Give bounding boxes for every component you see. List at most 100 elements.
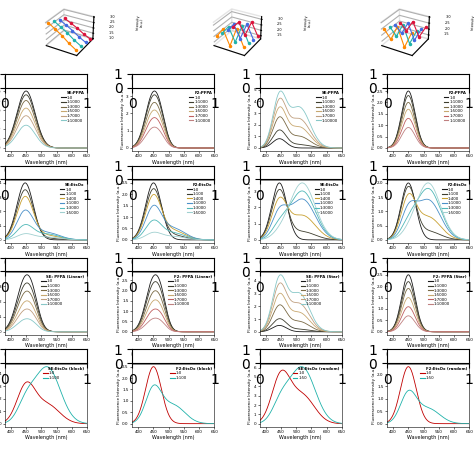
1:10000 [433, 329, 438, 335]
1:0 [197, 145, 202, 151]
1:10000 [451, 145, 457, 151]
1:1000 [301, 327, 306, 332]
1:3000 [197, 145, 202, 151]
Line: 1:5000: 1:5000 [258, 293, 342, 332]
1:400 [339, 237, 345, 243]
1:0 [295, 386, 301, 392]
1:7000 [278, 95, 283, 101]
Legend: SE:EtsOx (block), 1:0, 1:100: SE:EtsOx (block), 1:0, 1:100 [43, 366, 85, 380]
Line: 1:10000: 1:10000 [131, 127, 214, 148]
1:3000 [383, 329, 388, 335]
1:0 [305, 329, 311, 335]
1:5000 [324, 328, 330, 334]
1:7000 [0, 328, 6, 334]
1:3000 [305, 193, 311, 199]
Text: (m): (m) [130, 258, 146, 267]
1:100 [46, 365, 52, 370]
1:3000 [465, 329, 470, 335]
1:0 [173, 420, 179, 426]
Line: 1:0: 1:0 [258, 183, 342, 240]
Line: 1:3000: 1:3000 [3, 225, 87, 240]
1:1000 [337, 329, 343, 335]
1:0 [168, 232, 174, 238]
1:3000 [337, 145, 343, 151]
1:10000 [423, 145, 429, 150]
1:0 [433, 420, 438, 426]
1:0 [178, 145, 183, 151]
1:1000 [465, 145, 470, 151]
Line: 1:400: 1:400 [258, 197, 342, 240]
1:7000 [301, 303, 306, 309]
1:5000 [337, 237, 343, 242]
1:0 [82, 145, 88, 151]
1:400 [168, 224, 174, 230]
1:400 [0, 236, 6, 241]
1:100 [173, 402, 179, 408]
Line: 1:0: 1:0 [385, 367, 469, 424]
Line: 1:1000: 1:1000 [258, 130, 342, 148]
Line: 1:400: 1:400 [131, 194, 214, 240]
1:10000 [210, 145, 215, 151]
1:0 [405, 88, 411, 94]
Text: (r): (r) [258, 350, 269, 359]
1:0 [301, 145, 306, 151]
1:5000 [168, 325, 174, 331]
1:0 [255, 329, 261, 335]
Legend: F2:PFPA, 1:0, 1:1000, 1:3000, 1:5000, 1:7000, 1:10000: F2:PFPA, 1:0, 1:1000, 1:3000, 1:5000, 1:… [443, 91, 467, 123]
1:5000 [153, 297, 158, 303]
Line: 1:5000: 1:5000 [385, 183, 469, 240]
1:5000 [301, 181, 306, 186]
1:400 [423, 212, 429, 218]
Line: 1:0: 1:0 [3, 91, 87, 148]
1:10000 [466, 329, 472, 335]
1:5000 [211, 237, 217, 243]
X-axis label: Wavelength (nm): Wavelength (nm) [25, 252, 67, 256]
1:100 [305, 230, 311, 236]
1:0 [84, 145, 90, 151]
Text: (n): (n) [258, 258, 271, 267]
Line: 1:7000: 1:7000 [131, 309, 214, 332]
1:100 [168, 228, 173, 233]
1:10000 [69, 329, 75, 335]
1:10000 [423, 328, 428, 334]
Line: 1:10000: 1:10000 [3, 319, 87, 332]
1:5000 [300, 180, 305, 186]
X-axis label: Wavelength (nm): Wavelength (nm) [407, 435, 449, 440]
1:3000 [152, 100, 157, 105]
X-axis label: Wavelength (nm): Wavelength (nm) [152, 435, 194, 440]
1:100 [295, 227, 301, 233]
Legend: SE: PFPA (Linear), 1:0, 1:1000, 1:3000, 1:5000, 1:7000, 1:10000: SE: PFPA (Linear), 1:0, 1:1000, 1:3000, … [41, 274, 85, 307]
1:0 [211, 421, 217, 427]
1:50 [423, 404, 429, 410]
1:7000 [433, 329, 438, 335]
1:100 [210, 421, 215, 427]
1:10000 [278, 272, 283, 278]
1:3000 [168, 228, 173, 234]
1:5000 [0, 144, 6, 149]
Text: (s): (s) [385, 350, 397, 359]
Line: 1:7000: 1:7000 [3, 116, 87, 148]
Text: High $M_w$: High $M_w$ [395, 166, 426, 176]
1:1000 [40, 228, 46, 233]
1:3000 [423, 327, 428, 333]
1:10000 [466, 145, 472, 151]
Line: 1:3000: 1:3000 [3, 100, 87, 148]
1:5000 [295, 182, 301, 188]
1:10000 [168, 143, 173, 148]
Line: 1:1000: 1:1000 [131, 205, 214, 240]
1:100 [84, 237, 90, 243]
1:3000 [405, 100, 411, 105]
1:3000 [0, 143, 6, 149]
1:10000 [428, 145, 434, 151]
1:5000 [255, 145, 261, 151]
1:5000 [23, 105, 29, 111]
1:1000 [324, 231, 330, 237]
1:10000 [210, 329, 215, 335]
1:50 [324, 412, 330, 418]
1:0 [173, 236, 179, 242]
1:3000 [23, 98, 29, 103]
1:0 [423, 327, 429, 333]
Line: 1:1000: 1:1000 [3, 210, 87, 240]
Line: 1:100: 1:100 [131, 189, 214, 240]
1:10000 [451, 329, 457, 335]
